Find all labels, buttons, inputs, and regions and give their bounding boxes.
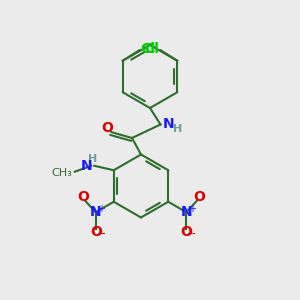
Text: N: N	[90, 205, 101, 219]
Text: −: −	[96, 229, 106, 239]
Text: H: H	[173, 124, 182, 134]
Text: O: O	[90, 225, 102, 239]
Text: Cl: Cl	[141, 42, 156, 56]
Text: +: +	[188, 204, 196, 214]
Text: O: O	[77, 190, 89, 204]
Text: O: O	[180, 225, 192, 239]
Text: O: O	[101, 122, 113, 135]
Text: N: N	[181, 205, 192, 219]
Text: N: N	[81, 159, 93, 173]
Text: N: N	[163, 118, 175, 131]
Text: Cl: Cl	[144, 42, 159, 56]
Text: O: O	[193, 190, 205, 204]
Text: −: −	[187, 229, 196, 239]
Text: CH₃: CH₃	[51, 168, 72, 178]
Text: +: +	[97, 204, 105, 214]
Text: H: H	[88, 154, 97, 164]
